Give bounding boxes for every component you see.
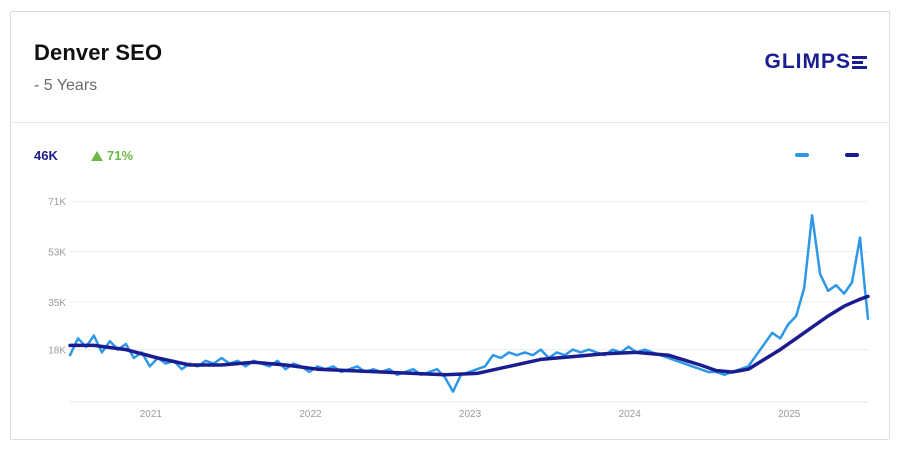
- glimpse-logo: GLIMPS: [764, 50, 867, 74]
- chart-title: Denver SEO: [34, 40, 163, 65]
- growth-badge: 71%: [91, 148, 133, 163]
- logo-text: GLIMPS: [764, 50, 851, 73]
- y-tick-label: 71K: [48, 197, 66, 208]
- x-tick-label: 2024: [619, 409, 642, 420]
- logo-lines-icon: [852, 54, 867, 70]
- x-tick-label: 2025: [778, 409, 801, 420]
- legend-swatch-trend: [845, 153, 859, 157]
- y-tick-label: 53K: [48, 248, 66, 259]
- up-arrow-icon: [91, 150, 103, 161]
- current-value: 46K: [34, 148, 58, 163]
- x-tick-label: 2023: [459, 409, 482, 420]
- x-tick-label: 2021: [140, 409, 163, 420]
- legend-swatch-raw: [795, 153, 809, 157]
- chart-card: Denver SEO - 5 Years GLIMPS 46K 71%: [10, 11, 890, 440]
- chart-subtitle: - 5 Years: [34, 77, 98, 94]
- growth-percent: 71%: [107, 148, 134, 163]
- x-tick-label: 2022: [299, 409, 322, 420]
- series-line-trend: [68, 294, 870, 377]
- y-tick-label: 18K: [48, 346, 66, 357]
- card-header: Denver SEO - 5 Years GLIMPS: [11, 12, 889, 123]
- legend: [795, 153, 859, 157]
- y-tick-label: 35K: [48, 298, 66, 309]
